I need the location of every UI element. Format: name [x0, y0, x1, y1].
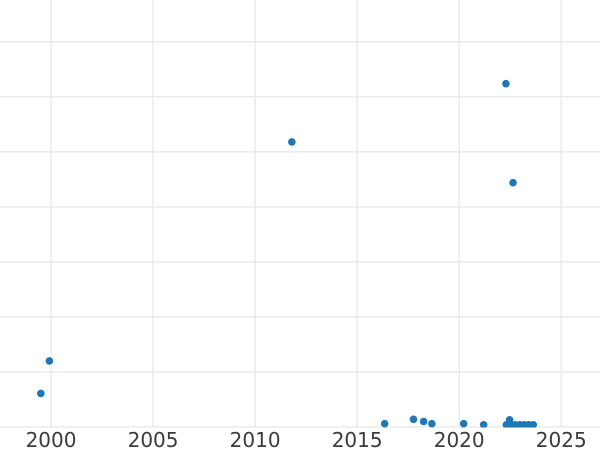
- data-point: [428, 419, 436, 428]
- data-point: [288, 138, 296, 146]
- x-tick-label: 2010: [230, 428, 281, 450]
- data-point: [380, 419, 389, 428]
- data-point: [509, 178, 517, 187]
- data-points: [37, 79, 538, 428]
- x-tick-label: 2020: [434, 428, 485, 450]
- x-tick-label: 2015: [332, 428, 383, 450]
- data-point: [45, 357, 54, 365]
- data-point: [409, 415, 418, 424]
- data-point: [37, 389, 45, 398]
- data-point: [529, 421, 538, 428]
- x-tick-label: 2005: [128, 428, 179, 450]
- gridlines: [0, 0, 600, 428]
- data-point: [419, 417, 428, 426]
- x-tick-label: 2000: [26, 428, 77, 450]
- x-tick-label: 2025: [536, 428, 587, 450]
- x-tick-labels: 2000 2005 2010 2015 2020 2025: [26, 428, 587, 450]
- data-point: [502, 79, 510, 88]
- data-point: [479, 421, 488, 428]
- data-point: [459, 419, 468, 428]
